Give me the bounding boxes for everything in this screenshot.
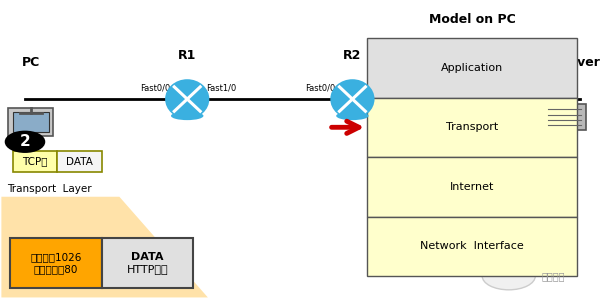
Text: 2: 2 [19, 134, 30, 149]
FancyBboxPatch shape [102, 238, 193, 288]
Text: Fast0/0: Fast0/0 [140, 84, 170, 93]
Text: R1: R1 [178, 49, 197, 63]
Text: Fast0/0: Fast0/0 [305, 84, 335, 93]
FancyBboxPatch shape [367, 217, 577, 276]
Ellipse shape [165, 79, 209, 119]
FancyBboxPatch shape [8, 108, 53, 136]
Text: Fast1/0: Fast1/0 [371, 84, 402, 93]
FancyBboxPatch shape [10, 238, 102, 288]
Text: R2: R2 [343, 49, 362, 63]
FancyBboxPatch shape [13, 112, 49, 132]
Text: Model on PC: Model on PC [429, 13, 515, 26]
FancyBboxPatch shape [367, 157, 577, 217]
Text: Application: Application [441, 63, 503, 73]
Text: Internet: Internet [450, 182, 494, 192]
Ellipse shape [171, 111, 203, 120]
Polygon shape [1, 197, 208, 298]
Text: Transport: Transport [446, 122, 498, 132]
Text: Fast1/0: Fast1/0 [206, 84, 237, 93]
Text: DATA: DATA [66, 157, 93, 167]
Text: WebSever: WebSever [529, 55, 600, 69]
Text: Transport  Layer: Transport Layer [7, 184, 92, 194]
Text: Network  Interface: Network Interface [420, 241, 524, 251]
Text: 目的端口号80: 目的端口号80 [34, 264, 78, 274]
Text: HTTP荷载: HTTP荷载 [127, 264, 168, 274]
Circle shape [6, 132, 44, 152]
Ellipse shape [330, 79, 375, 119]
FancyBboxPatch shape [58, 151, 102, 172]
Text: 创新互联: 创新互联 [541, 271, 565, 281]
Ellipse shape [336, 111, 368, 120]
FancyBboxPatch shape [367, 98, 577, 157]
FancyBboxPatch shape [13, 151, 58, 172]
Text: PC: PC [22, 55, 40, 69]
Text: TCP头: TCP头 [22, 157, 48, 167]
FancyBboxPatch shape [367, 38, 577, 98]
FancyBboxPatch shape [543, 103, 586, 130]
Circle shape [482, 262, 535, 290]
Text: DATA: DATA [131, 252, 164, 262]
Text: 源端口号1026: 源端口号1026 [30, 252, 82, 262]
